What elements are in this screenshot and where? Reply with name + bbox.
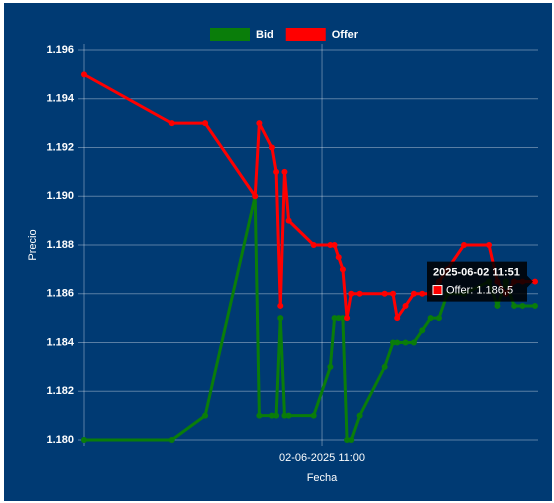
data-point bbox=[327, 363, 334, 370]
data-point bbox=[348, 437, 355, 443]
legend[interactable]: Bid Offer bbox=[210, 28, 359, 41]
y-axis-title: Precio bbox=[27, 229, 39, 260]
data-point bbox=[427, 315, 434, 322]
data-point bbox=[310, 412, 317, 419]
data-point bbox=[256, 412, 263, 419]
data-point bbox=[273, 168, 280, 175]
data-point bbox=[268, 412, 275, 419]
tooltip-swatch bbox=[432, 285, 443, 296]
data-point bbox=[435, 315, 442, 322]
data-point bbox=[381, 363, 388, 370]
data-point bbox=[331, 242, 338, 248]
data-point bbox=[277, 302, 284, 309]
y-tick-label: 1.194 bbox=[46, 93, 74, 105]
data-point bbox=[339, 266, 346, 273]
data-point bbox=[494, 302, 501, 309]
data-point bbox=[390, 339, 397, 346]
data-point bbox=[511, 302, 518, 309]
legend-label[interactable]: Offer bbox=[332, 29, 359, 41]
legend-swatch[interactable] bbox=[285, 28, 326, 41]
data-point bbox=[281, 412, 288, 419]
series-line bbox=[83, 73, 535, 320]
data-point bbox=[202, 120, 209, 127]
data-point bbox=[273, 412, 280, 419]
data-point bbox=[331, 315, 338, 322]
data-point bbox=[335, 315, 342, 322]
data-point bbox=[381, 290, 388, 297]
tooltip-box bbox=[427, 261, 533, 302]
data-point bbox=[348, 290, 355, 297]
data-point bbox=[277, 315, 284, 322]
data-point bbox=[394, 315, 401, 322]
legend-swatch[interactable] bbox=[210, 28, 250, 41]
data-point bbox=[402, 339, 409, 346]
tooltip-title: 2025-06-02 11:51 bbox=[433, 266, 520, 278]
legend-label[interactable]: Bid bbox=[256, 29, 274, 41]
data-point bbox=[252, 193, 259, 200]
data-point bbox=[344, 315, 351, 322]
data-point bbox=[168, 120, 175, 127]
x-tick-label: 02-06-2025 11:00 bbox=[279, 452, 365, 464]
data-point bbox=[81, 437, 87, 443]
data-point bbox=[281, 168, 288, 175]
data-point bbox=[390, 290, 397, 297]
y-tick-label: 1.192 bbox=[46, 141, 74, 153]
tooltip-label: Offer: 1.186,5 bbox=[446, 284, 513, 296]
data-point bbox=[461, 242, 468, 248]
data-point bbox=[410, 290, 417, 297]
data-point bbox=[486, 242, 493, 248]
data-point bbox=[310, 242, 317, 248]
data-point bbox=[356, 290, 363, 297]
y-tick-label: 1.184 bbox=[46, 336, 74, 348]
data-point bbox=[268, 144, 275, 151]
data-point bbox=[532, 302, 538, 309]
data-point bbox=[394, 339, 401, 346]
data-point bbox=[285, 217, 292, 224]
data-point bbox=[356, 412, 363, 419]
data-point bbox=[344, 437, 351, 443]
x-axis-title: Fecha bbox=[307, 472, 338, 484]
data-point bbox=[402, 302, 409, 309]
data-point bbox=[285, 412, 292, 419]
y-tick-label: 1.180 bbox=[46, 434, 74, 446]
y-tick-label: 1.196 bbox=[46, 44, 74, 56]
data-point bbox=[339, 315, 346, 322]
y-tick-label: 1.186 bbox=[46, 288, 74, 300]
data-point bbox=[419, 327, 426, 334]
data-point bbox=[168, 437, 175, 443]
data-point bbox=[419, 290, 426, 297]
data-point bbox=[519, 302, 526, 309]
data-point bbox=[335, 254, 342, 261]
y-tick-label: 1.190 bbox=[46, 190, 74, 202]
data-point bbox=[202, 412, 209, 419]
data-point bbox=[532, 278, 538, 285]
data-point bbox=[256, 120, 263, 127]
y-tick-label: 1.188 bbox=[46, 239, 74, 251]
tooltip: 2025-06-02 11:51 Offer: 1.186,5 bbox=[427, 261, 533, 302]
data-point bbox=[327, 242, 334, 248]
y-tick-label: 1.182 bbox=[46, 385, 74, 397]
data-point bbox=[81, 71, 87, 78]
data-point bbox=[410, 339, 417, 346]
